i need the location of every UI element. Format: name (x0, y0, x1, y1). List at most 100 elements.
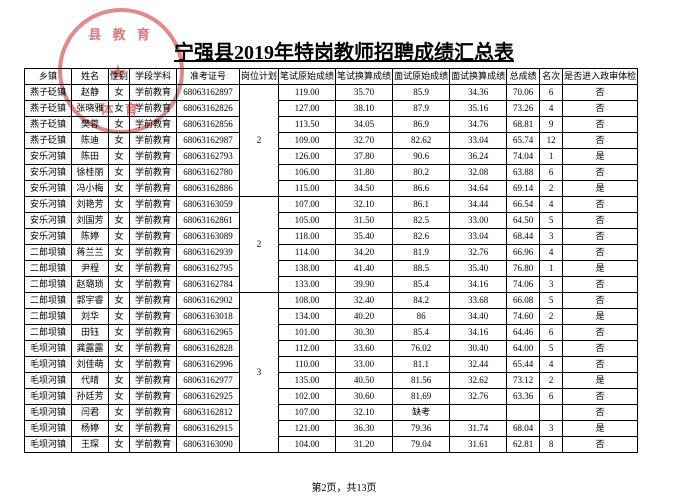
table-row: 二郎坝镇蒋兰兰女学前教育68063162939114.0034.2081.932… (25, 245, 638, 261)
cell (507, 405, 540, 421)
cell: 是 (563, 373, 638, 389)
table-row: 毛坝河镇王琛女学前教育68063163090104.0031.2079.0431… (25, 437, 638, 453)
cell: 学前教育 (130, 421, 177, 437)
cell: 68.81 (507, 117, 540, 133)
col-interview-conv: 面试换算成绩 (450, 69, 507, 85)
cell: 学前教育 (130, 309, 177, 325)
cell: 安乐河镇 (25, 197, 72, 213)
cell: 6 (540, 325, 563, 341)
table-row: 二郎坝镇田钰女学前教育68063162965101.0030.3085.434.… (25, 325, 638, 341)
cell: 安乐河镇 (25, 149, 72, 165)
cell: 32.40 (336, 293, 393, 309)
cell: 32.10 (336, 405, 393, 421)
col-written-conv: 笔试换算成绩 (336, 69, 393, 85)
col-pass: 是否进入政审体检 (563, 69, 638, 85)
cell: 女 (109, 437, 130, 453)
cell: 否 (563, 325, 638, 341)
cell: 35.70 (336, 85, 393, 101)
cell: 106.00 (279, 165, 336, 181)
cell: 女 (109, 405, 130, 421)
cell: 4 (540, 357, 563, 373)
cell: 32.70 (336, 133, 393, 149)
col-exam-no: 准考证号 (177, 69, 240, 85)
cell: 安乐河镇 (25, 181, 72, 197)
cell: 35.40 (336, 229, 393, 245)
cell: 安乐河镇 (25, 213, 72, 229)
cell: 31.20 (336, 437, 393, 453)
cell: 35.16 (450, 101, 507, 117)
cell: 4 (540, 101, 563, 117)
cell: 燕子砭镇 (25, 117, 72, 133)
cell: 86 (393, 309, 450, 325)
cell: 68063162828 (177, 341, 240, 357)
cell: 68063162856 (177, 117, 240, 133)
cell: 33.68 (450, 293, 507, 309)
cell: 代晴 (72, 373, 109, 389)
cell: 2 (540, 373, 563, 389)
cell: 学前教育 (130, 405, 177, 421)
cell: 86.1 (393, 197, 450, 213)
cell: 31.80 (336, 165, 393, 181)
col-name: 姓名 (72, 69, 109, 85)
score-table: 乡镇 姓名 性别 学段学科 准考证号 岗位计划 笔试原始成绩 笔试换算成绩 面试… (24, 68, 638, 453)
cell: 81.69 (393, 389, 450, 405)
cell: 二郎坝镇 (25, 325, 72, 341)
cell: 105.00 (279, 213, 336, 229)
table-row: 安乐河镇刘艳芳女学前教育680631630592107.0032.1086.13… (25, 197, 638, 213)
cell: 1 (540, 149, 563, 165)
cell: 108.00 (279, 293, 336, 309)
table-row: 燕子砭镇樊蓉女学前教育68063162856113.5034.0586.934.… (25, 117, 638, 133)
cell: 5 (540, 341, 563, 357)
cell: 女 (109, 261, 130, 277)
cell: 否 (563, 389, 638, 405)
cell: 12 (540, 133, 563, 149)
cell: 否 (563, 85, 638, 101)
cell: 68063162915 (177, 421, 240, 437)
table-row: 二郎坝镇刘华女学前教育68063163018134.0040.208634.40… (25, 309, 638, 325)
cell: 68063162784 (177, 277, 240, 293)
cell: 3 (540, 277, 563, 293)
table-row: 毛坝河镇杨婷女学前教育68063162915121.0036.3079.3631… (25, 421, 638, 437)
cell: 2 (540, 309, 563, 325)
cell: 否 (563, 277, 638, 293)
cell: 安乐河镇 (25, 229, 72, 245)
cell: 41.40 (336, 261, 393, 277)
col-plan: 岗位计划 (240, 69, 279, 85)
cell: 87.9 (393, 101, 450, 117)
cell: 114.00 (279, 245, 336, 261)
cell: 110.00 (279, 357, 336, 373)
cell: 女 (109, 229, 130, 245)
cell: 32.62 (450, 373, 507, 389)
table-row: 毛坝河镇孙廷芳女学前教育68063162925102.0030.6081.693… (25, 389, 638, 405)
cell: 80.2 (393, 165, 450, 181)
cell: 女 (109, 245, 130, 261)
table-row: 毛坝河镇刘佳萌女学前教育68063162996110.0033.0081.132… (25, 357, 638, 373)
cell: 68063162897 (177, 85, 240, 101)
cell: 田钰 (72, 325, 109, 341)
cell: 否 (563, 117, 638, 133)
cell: 2 (540, 181, 563, 197)
cell: 缺考 (393, 405, 450, 421)
cell: 燕子砭镇 (25, 101, 72, 117)
cell: 学前教育 (130, 165, 177, 181)
cell: 90.6 (393, 149, 450, 165)
cell: 82.6 (393, 229, 450, 245)
cell: 126.00 (279, 149, 336, 165)
cell: 74.06 (507, 277, 540, 293)
cell: 68063162826 (177, 101, 240, 117)
cell: 68063162812 (177, 405, 240, 421)
cell: 88.5 (393, 261, 450, 277)
cell: 女 (109, 149, 130, 165)
table-header-row: 乡镇 姓名 性别 学段学科 准考证号 岗位计划 笔试原始成绩 笔试换算成绩 面试… (25, 69, 638, 85)
cell: 女 (109, 133, 130, 149)
cell: 68063162886 (177, 181, 240, 197)
cell: 学前教育 (130, 389, 177, 405)
cell: 135.00 (279, 373, 336, 389)
cell: 杨婷 (72, 421, 109, 437)
cell-plan: 2 (240, 197, 279, 293)
table-row: 毛坝河镇代晴女学前教育68063162977135.0040.5081.5632… (25, 373, 638, 389)
cell: 36.24 (450, 149, 507, 165)
cell: 127.00 (279, 101, 336, 117)
cell: 陈迪 (72, 133, 109, 149)
cell: 81.1 (393, 357, 450, 373)
